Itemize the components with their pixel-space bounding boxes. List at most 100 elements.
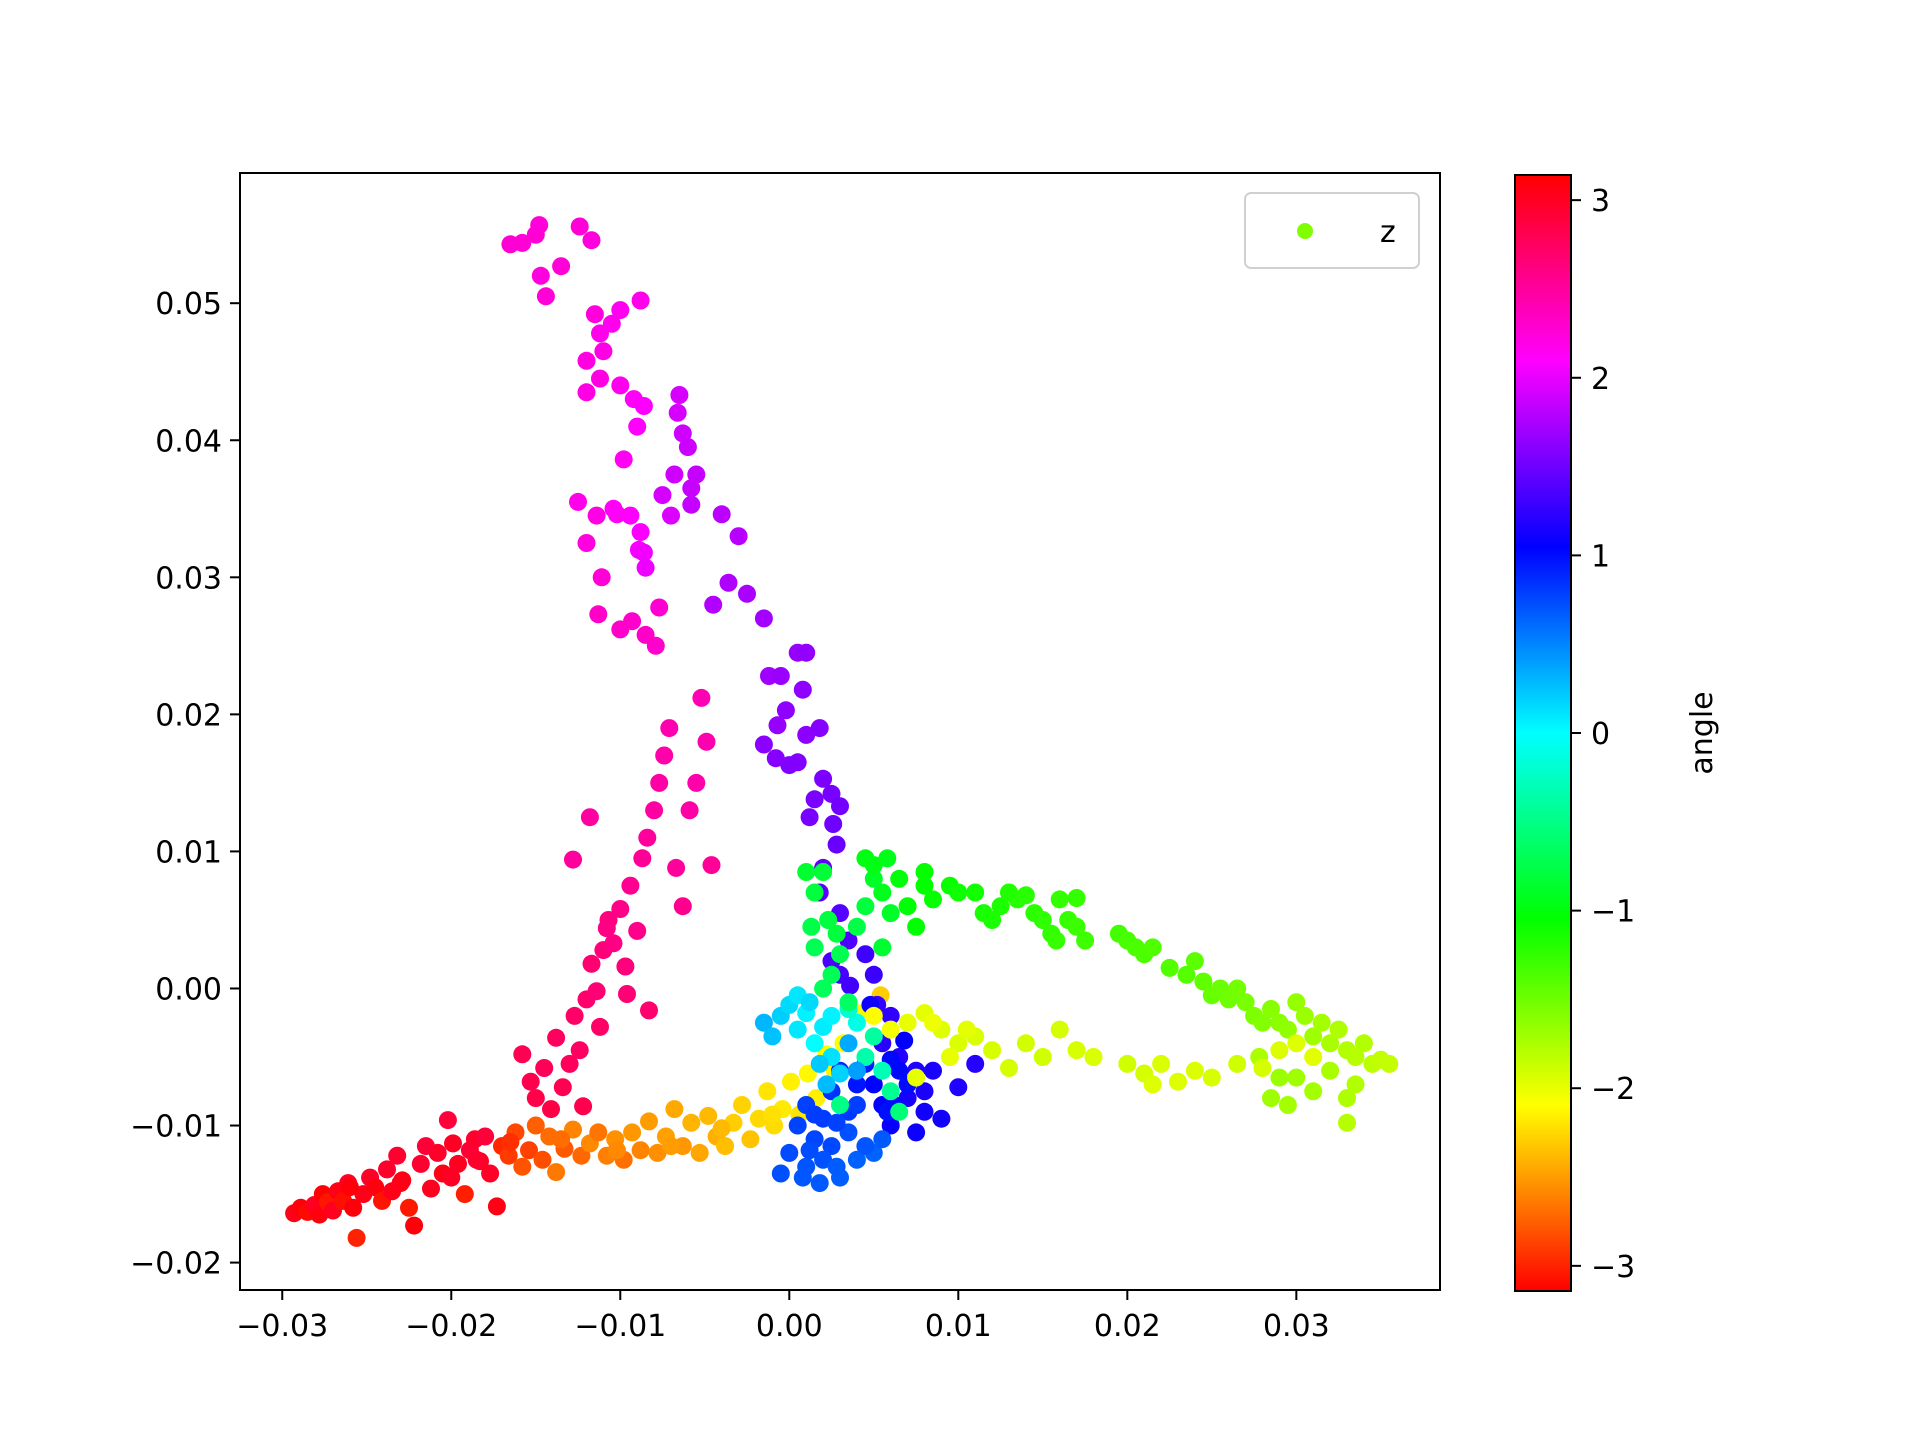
colorbar-tick-label: 1 xyxy=(1591,539,1610,574)
scatter-point xyxy=(638,828,657,847)
scatter-point xyxy=(1295,1006,1314,1025)
scatter-point xyxy=(673,897,692,916)
scatter-point xyxy=(1185,1061,1204,1080)
scatter-point xyxy=(847,1096,866,1114)
scatter-point xyxy=(442,1168,461,1187)
scatter-point xyxy=(915,1082,934,1101)
scatter-point xyxy=(864,1006,883,1025)
x-tick-label: −0.02 xyxy=(405,1309,497,1344)
scatter-point xyxy=(564,850,582,869)
scatter-point xyxy=(1262,1089,1280,1108)
scatter-point xyxy=(530,216,549,235)
scatter-point xyxy=(628,921,647,940)
scatter-point xyxy=(594,342,613,361)
scatter-point xyxy=(467,1150,486,1169)
scatter-point xyxy=(645,801,664,820)
scatter-point xyxy=(668,403,687,422)
scatter-point xyxy=(729,527,748,546)
scatter-point xyxy=(771,1164,790,1183)
legend: z xyxy=(1244,192,1420,269)
scatter-point xyxy=(526,1089,545,1108)
scatter-point xyxy=(667,858,686,877)
scatter-point xyxy=(915,1102,934,1121)
scatter-point xyxy=(614,450,633,469)
scatter-point xyxy=(650,773,669,792)
scatter-point xyxy=(699,1106,718,1125)
scatter-point xyxy=(560,1054,579,1073)
scatter-point xyxy=(822,1137,841,1156)
scatter-point xyxy=(344,1198,363,1217)
scatter-point xyxy=(827,1113,846,1132)
scatter-point xyxy=(898,1013,917,1032)
scatter-point xyxy=(670,386,689,404)
scatter-point xyxy=(810,1054,829,1073)
scatter-point xyxy=(487,1197,506,1216)
colorbar-gradient xyxy=(1514,174,1572,1292)
scatter-point xyxy=(1321,1034,1340,1053)
scatter-point xyxy=(574,1097,593,1116)
scatter-point xyxy=(768,716,787,735)
scatter-point xyxy=(924,890,942,909)
scatter-point xyxy=(738,584,756,603)
scatter-point xyxy=(591,369,609,388)
scatter-point xyxy=(520,1141,538,1160)
scatter-point xyxy=(810,1174,829,1193)
y-tick-label: 0.05 xyxy=(155,287,222,322)
scatter-point xyxy=(570,1041,589,1060)
scatter-point xyxy=(388,1146,407,1165)
scatter-point xyxy=(682,495,701,514)
x-tick-label: −0.03 xyxy=(236,1309,328,1344)
scatter-point xyxy=(800,808,819,827)
scatter-point xyxy=(949,883,968,902)
scatter-point xyxy=(856,897,875,916)
scatter-point xyxy=(673,424,692,443)
scatter-point xyxy=(552,1130,571,1149)
scatter-point xyxy=(1050,890,1069,909)
scatter-point xyxy=(702,856,721,875)
scatter-point xyxy=(587,506,606,525)
scatter-point xyxy=(766,749,785,768)
scatter-point xyxy=(754,735,773,754)
scatter-point xyxy=(881,904,900,923)
scatter-point xyxy=(547,1163,566,1182)
scatter-point xyxy=(758,1082,777,1101)
scatter-point xyxy=(1287,1068,1306,1087)
scatter-point xyxy=(1354,1034,1373,1053)
scatter-point xyxy=(618,985,636,1003)
scatter-point xyxy=(881,1082,900,1101)
scatter-point xyxy=(607,1141,626,1160)
colorbar-label: angle xyxy=(1685,691,1720,774)
scatter-point xyxy=(754,1013,773,1032)
scatter-point xyxy=(847,1061,866,1080)
scatter-point xyxy=(864,869,883,888)
scatter-point xyxy=(966,1054,985,1073)
scatter-point xyxy=(621,876,640,895)
scatter-point xyxy=(793,1168,812,1187)
scatter-point xyxy=(449,1154,467,1173)
scatter-point xyxy=(347,1228,366,1247)
scatter-point xyxy=(782,1072,800,1091)
scatter-point xyxy=(1118,1054,1137,1073)
colorbar-tick-label: −1 xyxy=(1591,895,1635,930)
scatter-point xyxy=(422,1179,440,1198)
scatter-point xyxy=(1346,1048,1365,1066)
scatter-point xyxy=(692,688,711,707)
scatter-point xyxy=(1143,1075,1162,1094)
scatter-point xyxy=(1169,1072,1187,1091)
scatter-point xyxy=(587,982,606,1001)
y-tick-label: 0.00 xyxy=(155,972,222,1007)
colorbar-tick-label: 3 xyxy=(1591,184,1610,219)
scatter-point xyxy=(805,938,824,957)
scatter-point xyxy=(662,506,680,525)
colorbar-ticks: −3 −2 −1 0 1 2 3 xyxy=(1571,184,1635,1285)
scatter-point xyxy=(552,257,571,276)
scatter-point xyxy=(847,1013,866,1032)
scatter-point xyxy=(476,1127,495,1146)
scatter-point xyxy=(640,1112,658,1131)
scatter-point xyxy=(1228,1054,1247,1073)
scatter-point xyxy=(1000,1059,1018,1077)
legend-label: z xyxy=(1380,215,1396,250)
scatter-point xyxy=(1033,911,1052,929)
scatter-point xyxy=(873,883,892,902)
scatter-point xyxy=(983,911,1002,929)
